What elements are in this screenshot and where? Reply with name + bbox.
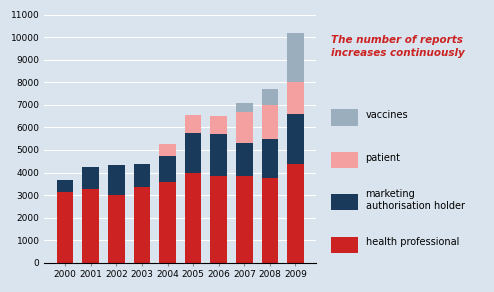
- Bar: [133, 187, 150, 263]
- Bar: [57, 192, 74, 263]
- Bar: [185, 115, 202, 133]
- Bar: [236, 112, 252, 143]
- Bar: [262, 105, 278, 139]
- Bar: [287, 164, 304, 263]
- Bar: [236, 102, 252, 112]
- Text: health professional: health professional: [366, 237, 459, 247]
- Bar: [108, 195, 124, 263]
- Bar: [210, 134, 227, 176]
- Text: marketing
authorisation holder: marketing authorisation holder: [366, 189, 464, 211]
- Bar: [133, 164, 150, 187]
- Bar: [262, 178, 278, 263]
- Text: vaccines: vaccines: [366, 110, 408, 120]
- Bar: [210, 116, 227, 134]
- Bar: [210, 176, 227, 263]
- Bar: [262, 139, 278, 178]
- Text: The number of reports
increases continuously: The number of reports increases continuo…: [331, 35, 465, 58]
- Bar: [159, 156, 176, 182]
- Bar: [108, 165, 124, 195]
- Bar: [185, 133, 202, 173]
- Bar: [236, 143, 252, 176]
- Text: patient: patient: [366, 153, 401, 163]
- Bar: [262, 89, 278, 105]
- Bar: [159, 182, 176, 263]
- Bar: [57, 180, 74, 192]
- Bar: [185, 173, 202, 263]
- Bar: [82, 167, 99, 189]
- Bar: [287, 114, 304, 164]
- Bar: [159, 144, 176, 156]
- Bar: [82, 189, 99, 263]
- Bar: [236, 176, 252, 263]
- Bar: [287, 82, 304, 114]
- Bar: [287, 33, 304, 82]
